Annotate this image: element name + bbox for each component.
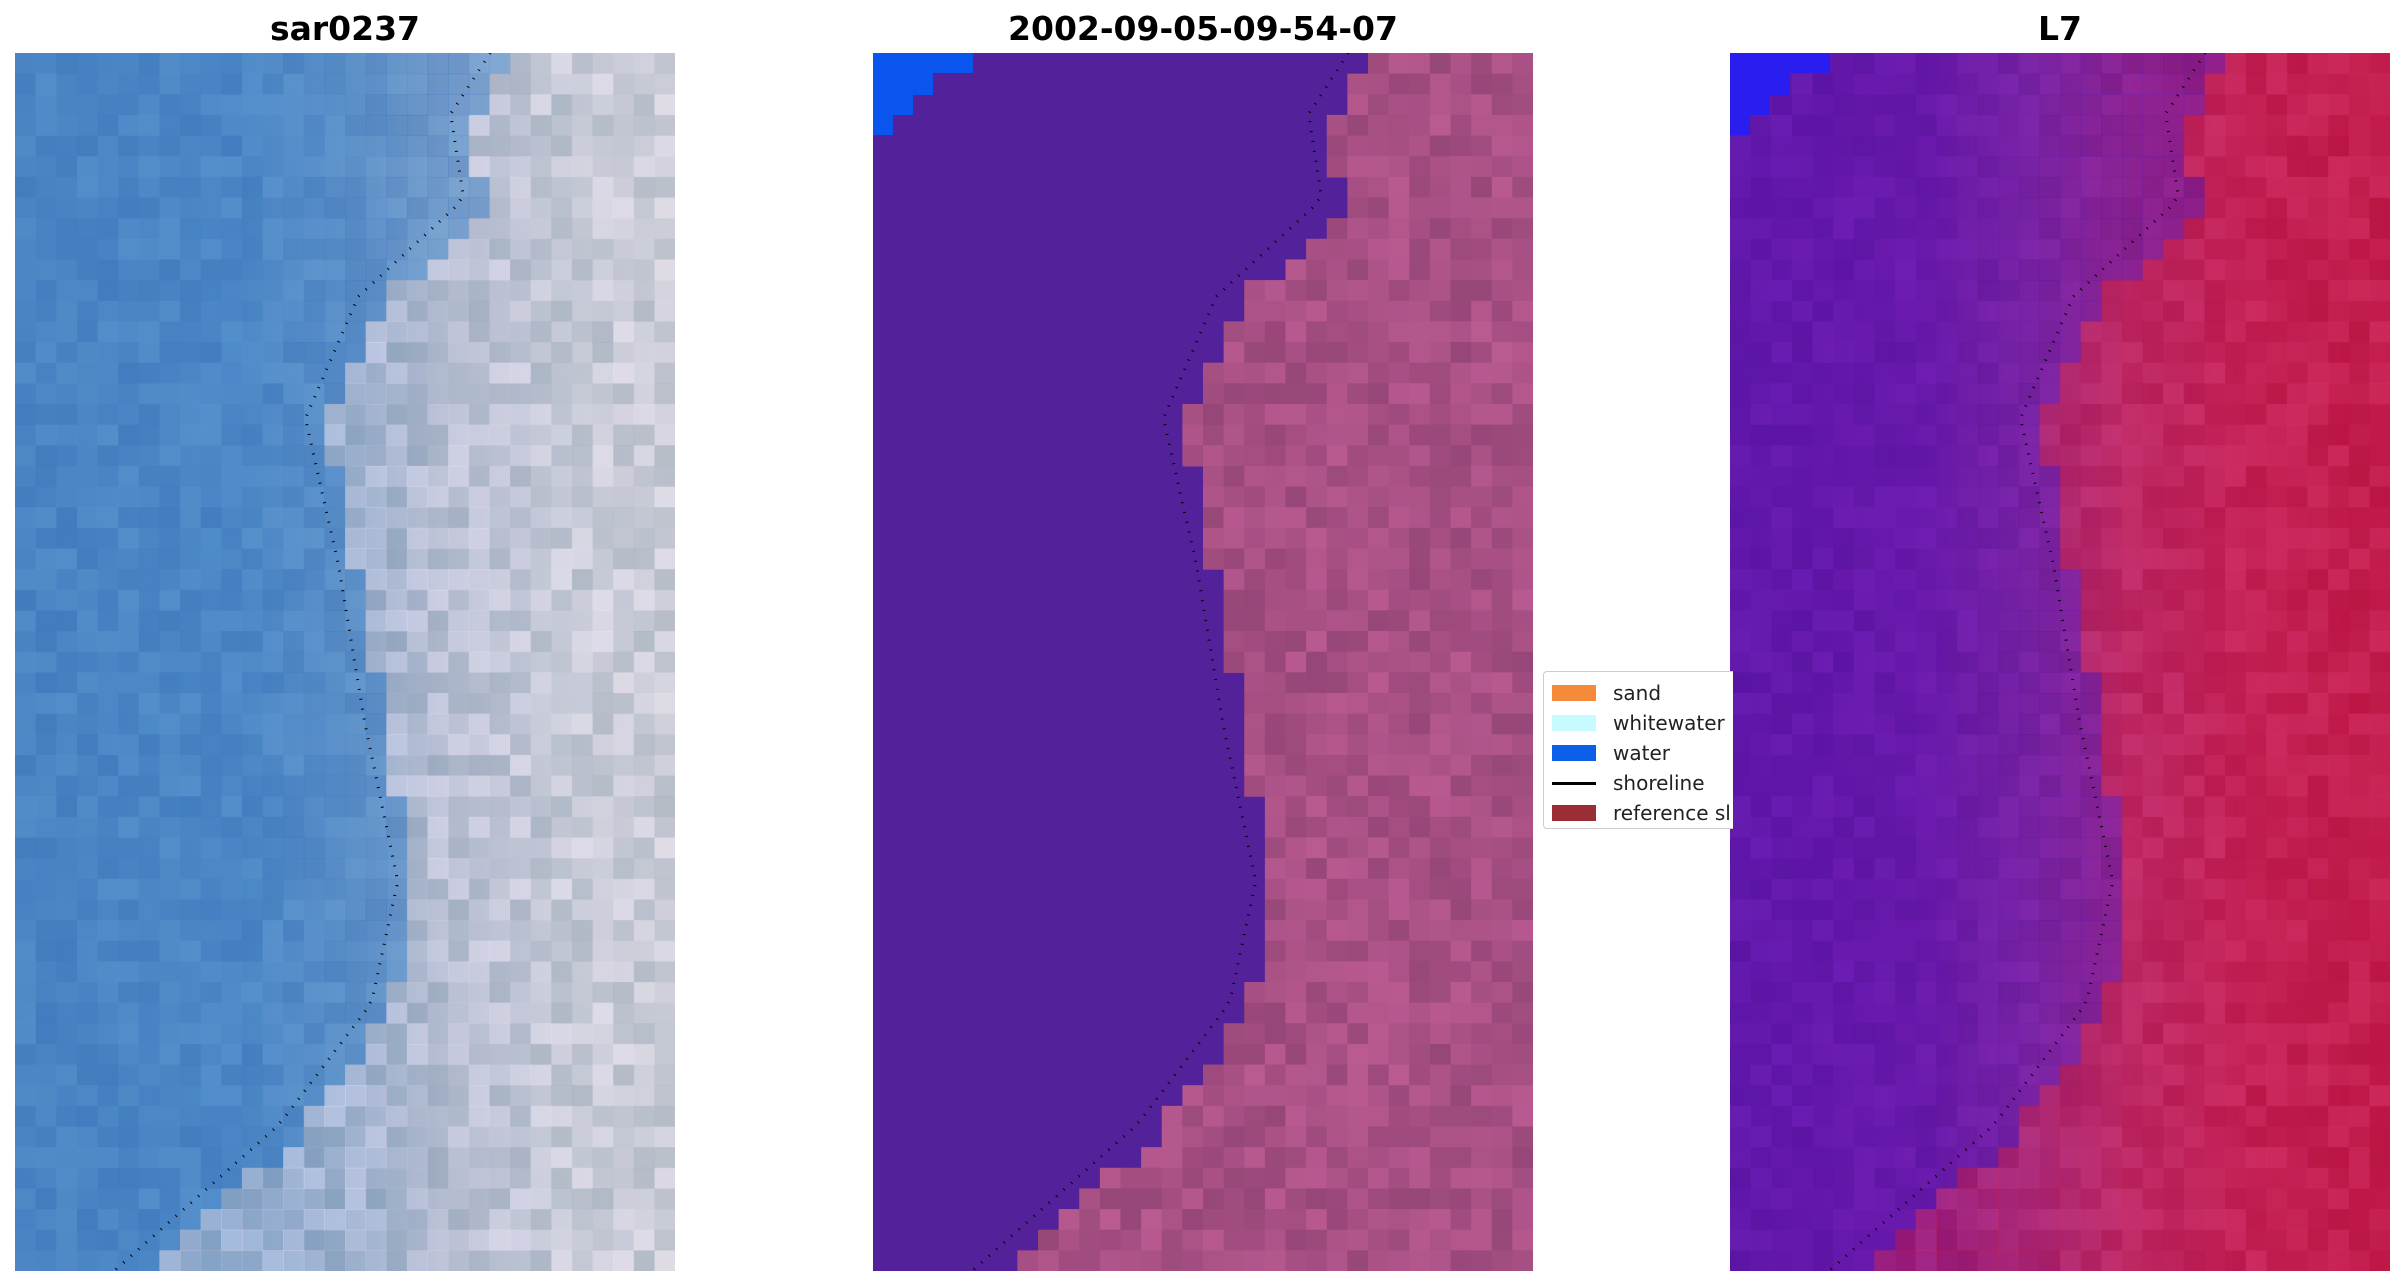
legend-swatch-whitewater: [1552, 715, 1596, 731]
legend-label: sand: [1613, 681, 1662, 705]
legend-item-sand: sand: [1552, 678, 1661, 708]
rgb-image-panel: [15, 53, 675, 1271]
legend-item-reference-shoreline: reference sl: [1552, 798, 1731, 828]
legend-swatch-sand: [1552, 685, 1596, 701]
panel-title-rgb: sar0237: [269, 9, 421, 48]
panel-title-index: L7: [2038, 9, 2082, 48]
rgb-image: [15, 53, 675, 1271]
legend-item-water: water: [1552, 738, 1670, 768]
legend-swatch-water: [1552, 745, 1596, 761]
legend-label: water: [1613, 741, 1670, 765]
legend-label: reference sl: [1613, 801, 1731, 825]
panel-title-classified: 2002-09-05-09-54-07: [1008, 9, 1398, 48]
index-image: [1730, 53, 2390, 1271]
legend: sand whitewater water shoreline referenc…: [1543, 671, 1733, 829]
classified-image: [873, 53, 1533, 1271]
legend-label: whitewater: [1613, 711, 1725, 735]
legend-item-shoreline: shoreline: [1552, 768, 1705, 798]
legend-line-shoreline: [1552, 781, 1596, 785]
legend-item-whitewater: whitewater: [1552, 708, 1725, 738]
classified-image-panel: [873, 53, 1533, 1271]
legend-swatch-reference-shoreline: [1552, 805, 1596, 821]
legend-label: shoreline: [1613, 771, 1705, 795]
index-image-panel: [1730, 53, 2390, 1271]
